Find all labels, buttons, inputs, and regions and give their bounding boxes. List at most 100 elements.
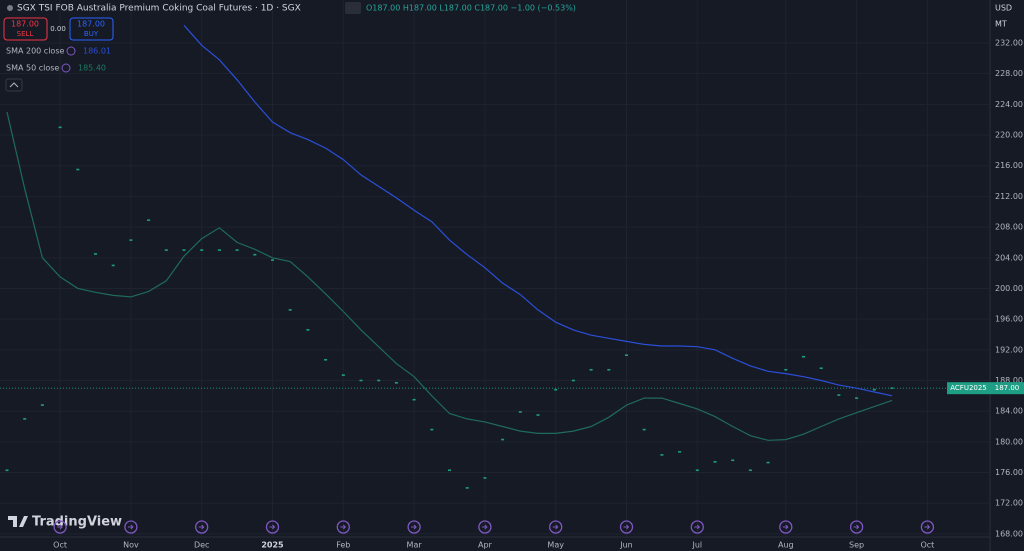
x-tick-label: Nov [123,541,139,550]
x-tick-label: 2025 [261,541,284,550]
chevron [9,82,19,88]
y-tick-label: 192.00 [995,345,1023,354]
symbol-tag [947,382,990,395]
currency[interactable]: USD [995,4,1012,13]
event-icon[interactable] [53,520,67,534]
price-dot [58,126,62,129]
event-icon[interactable] [779,520,793,534]
event-icon[interactable] [124,520,138,534]
price-dot [164,249,168,251]
x-tick-label: Aug [778,541,794,550]
price-dot [271,259,274,261]
legend-label: SMA 50 close [6,64,59,73]
sell-button[interactable] [3,17,48,41]
settings-icon[interactable] [61,63,71,73]
legend-value: 186.01 [83,47,111,56]
settings-icon[interactable] [66,46,76,56]
price-dot [536,414,540,416]
y-tick-label: 228.00 [995,69,1023,78]
price-dot [837,394,841,396]
price-dot [465,487,469,489]
price-dot [377,379,381,382]
unit[interactable]: MT [995,20,1007,29]
y-tick-label: 216.00 [995,161,1023,170]
event-icon[interactable] [549,520,563,534]
event-icon[interactable] [336,520,350,534]
ohlc: O187.00 H187.00 L187.00 C187.00 −1.00 (−… [366,4,576,13]
price-dot [147,219,151,221]
logo: TradingView [32,515,122,530]
y-tick-label: 180.00 [995,437,1023,446]
y-tick-label: 184.00 [995,407,1023,416]
price-dot [589,368,593,371]
price-dot [217,249,221,251]
y-tick-label: 196.00 [995,315,1023,324]
price-dot [678,451,682,453]
price-dot [111,264,115,267]
symbol-tag-label: ACFU2025 [950,384,987,392]
price-dot [766,461,770,464]
price-dot [76,168,80,171]
event-icon[interactable] [265,520,280,534]
y-tick-label: 176.00 [995,468,1023,477]
eye-icon[interactable] [345,2,361,14]
price-dot [306,329,310,331]
event-icon[interactable] [690,520,704,534]
y-tick-label: 188.00 [995,376,1023,385]
price-dot [518,411,522,413]
price-dot [872,388,876,391]
price-dot [819,367,823,370]
price-dot [731,459,735,462]
price-dot [554,388,558,391]
plot [0,24,990,489]
buy-price: 187.00 [77,20,105,29]
y-tick-label: 212.00 [995,192,1023,201]
event-icon[interactable] [195,520,209,534]
event-icon[interactable] [407,520,421,534]
price-dot [607,368,611,371]
price-dot [748,469,752,472]
price-dot [625,354,628,356]
price-dot [359,379,363,382]
event-arrow [269,524,276,530]
event-icon[interactable] [619,520,634,534]
event-arrow [782,524,789,530]
x-tick-label: Oct [920,541,934,550]
x-tick-label: Feb [336,541,350,550]
event-icon[interactable] [849,520,864,534]
price-dot [200,249,204,251]
x-tick-label: May [547,541,564,550]
price-dot [94,253,97,255]
price-dot [483,477,487,479]
y-tick-label: 168.00 [995,529,1023,538]
price-dot [23,418,27,420]
event-arrow [57,524,63,530]
x-tick-label: Dec [194,541,209,550]
price-dot [571,379,575,382]
price-tag-label: 187.00 [995,384,1020,392]
x-tick-label: Sep [849,541,864,550]
legend-label: SMA 200 close [6,47,64,56]
event-arrow [694,524,701,530]
collapse-button[interactable] [5,78,23,92]
y-tick-label: 204.00 [995,253,1023,262]
y-tick-label: 232.00 [995,38,1023,47]
symbol-icon [7,5,13,11]
price-dot [501,438,505,441]
event-arrow [481,524,488,530]
price-dot [642,428,646,431]
sell-price: 187.00 [11,20,39,29]
sell-label: SELL [17,30,34,38]
price-dot [784,368,788,371]
price-dot [324,358,328,361]
event-arrow [552,524,559,530]
price-dot [288,309,292,311]
event-icon[interactable] [920,520,935,534]
x-tick-label: Jul [691,541,702,550]
event-icon[interactable] [478,520,492,534]
event-arrow [853,524,860,530]
price-dot [660,454,664,456]
buy-button[interactable] [69,17,114,41]
event-arrow [924,524,931,530]
